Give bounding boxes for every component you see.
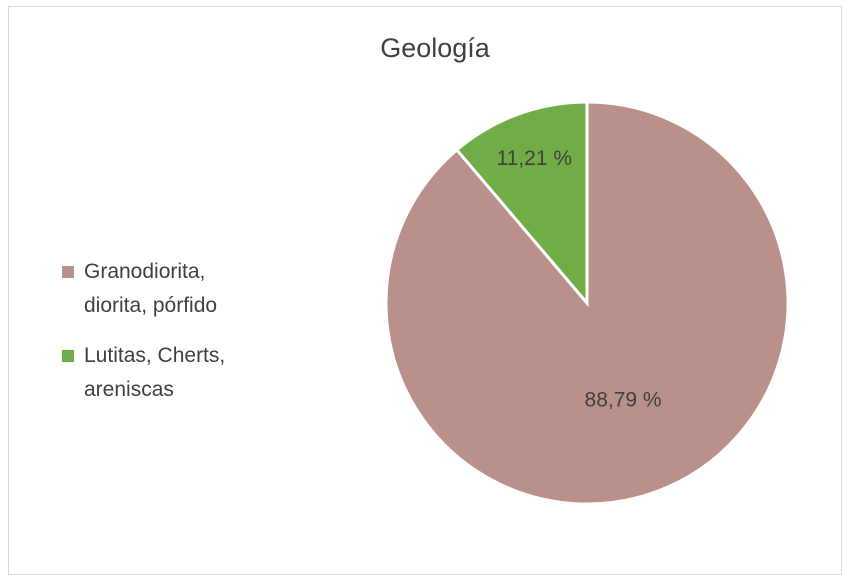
- chart-title: Geología: [380, 33, 491, 63]
- legend-item: Granodiorita, diorita, pórfido: [62, 255, 272, 323]
- legend: Granodiorita, diorita, pórfido Lutitas, C…: [62, 255, 272, 423]
- legend-swatch: [62, 350, 74, 362]
- pie-slice: [454, 100, 589, 308]
- legend-label: Granodiorita, diorita, pórfido: [84, 260, 218, 317]
- data-label: 11,21 %: [497, 147, 573, 170]
- data-label: 88,79 %: [585, 389, 662, 412]
- pie-slice: [384, 100, 790, 506]
- legend-label: Lutitas, Cherts, areniscas: [84, 344, 226, 401]
- legend-swatch: [62, 266, 74, 278]
- legend-item: Lutitas, Cherts, areniscas: [62, 339, 272, 407]
